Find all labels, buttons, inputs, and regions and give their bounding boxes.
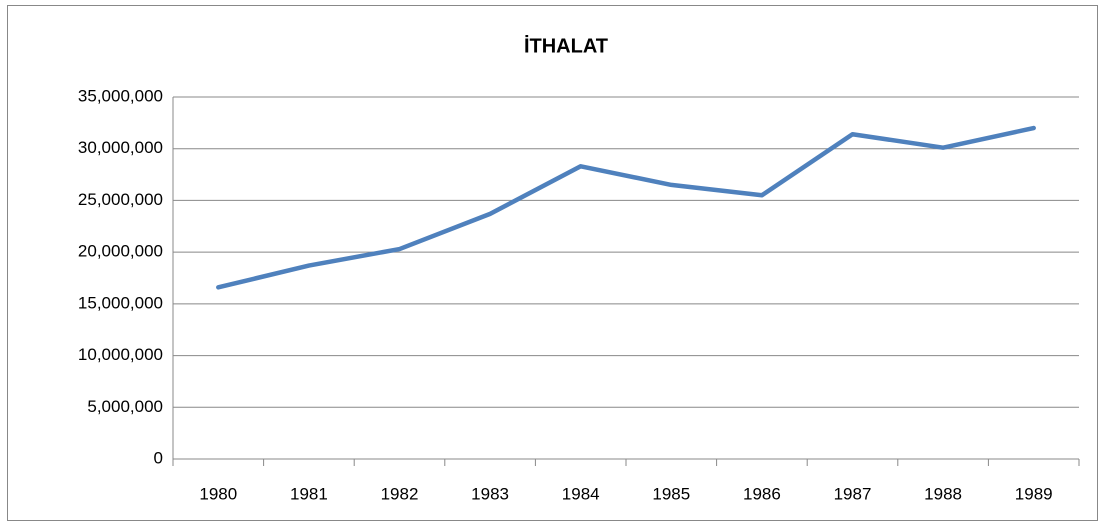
y-tick-label: 0 — [154, 448, 163, 467]
y-tick-label: 25,000,000 — [78, 190, 163, 209]
x-tick-label: 1987 — [834, 484, 872, 503]
x-tick-label: 1986 — [743, 484, 781, 503]
x-tick-label: 1983 — [471, 484, 509, 503]
data-line — [216, 125, 1036, 290]
x-tick-label: 1981 — [290, 484, 328, 503]
y-tick-label: 20,000,000 — [78, 242, 163, 261]
x-tick-label: 1984 — [562, 484, 600, 503]
y-tick-label: 30,000,000 — [78, 138, 163, 157]
x-tick-label: 1989 — [1015, 484, 1053, 503]
y-tick-label: 10,000,000 — [78, 345, 163, 364]
y-tick-label: 15,000,000 — [78, 293, 163, 312]
chart-title: İTHALAT — [524, 34, 608, 57]
x-tick-label: 1980 — [199, 484, 237, 503]
x-tick-label: 1985 — [652, 484, 690, 503]
x-tick-label: 1988 — [924, 484, 962, 503]
x-tick-label: 1982 — [381, 484, 419, 503]
chart-frame — [7, 5, 1098, 521]
y-tick-label: 35,000,000 — [78, 86, 163, 105]
y-tick-label: 5,000,000 — [87, 397, 163, 416]
